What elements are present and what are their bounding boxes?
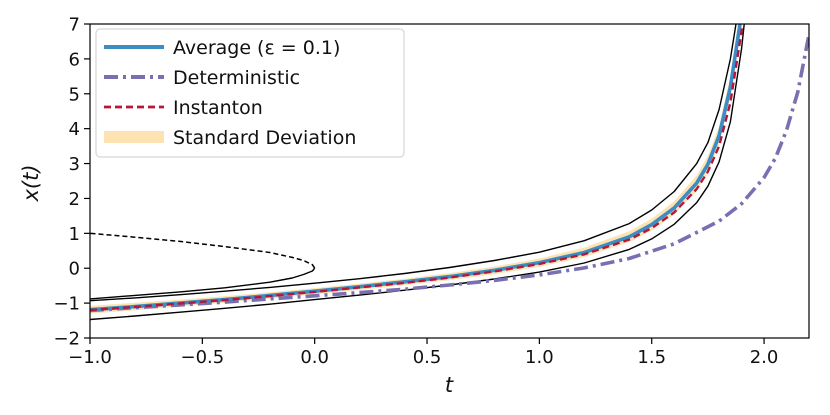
x-tick-label: 0.0 bbox=[300, 347, 329, 368]
series-average-line bbox=[90, 24, 742, 312]
series-lower-envelope-line bbox=[90, 24, 745, 321]
series-solid-branch-line bbox=[90, 267, 316, 300]
y-tick-label: 6 bbox=[69, 49, 80, 70]
x-axis-label: t bbox=[445, 373, 454, 397]
y-axis-label: x(t) bbox=[19, 164, 43, 202]
y-tick-label: 1 bbox=[69, 224, 80, 245]
y-tick-label: −2 bbox=[53, 329, 80, 350]
y-tick-label: −1 bbox=[53, 294, 80, 315]
x-tick-label: 1.5 bbox=[637, 347, 666, 368]
plot-series bbox=[90, 24, 809, 321]
legend-label-instanton: Instanton bbox=[173, 97, 263, 119]
legend-swatch-standard-deviation bbox=[104, 131, 164, 143]
y-tick-label: 5 bbox=[69, 84, 80, 105]
legend-box bbox=[95, 28, 405, 158]
x-axis: −1.0 −0.5 0.0 0.5 1.0 1.5 2.0 bbox=[68, 338, 778, 368]
legend-label-deterministic: Deterministic bbox=[173, 67, 300, 89]
y-axis: −2 −1 0 1 2 3 4 5 6 7 bbox=[53, 15, 90, 350]
series-dashed-branch-line bbox=[90, 232, 316, 269]
x-tick-label: 0.5 bbox=[413, 347, 442, 368]
y-tick-label: 0 bbox=[69, 259, 80, 280]
x-tick-label: 1.0 bbox=[525, 347, 554, 368]
y-tick-label: 3 bbox=[69, 154, 80, 175]
x-tick-label: −1.0 bbox=[68, 347, 112, 368]
x-tick-label: 2.0 bbox=[750, 347, 779, 368]
series-upper-envelope-line bbox=[90, 24, 737, 302]
legend: Average (ε = 0.1) Deterministic Instanton S… bbox=[95, 28, 405, 158]
y-tick-label: 7 bbox=[69, 15, 80, 36]
y-tick-label: 2 bbox=[69, 189, 80, 210]
x-tick-label: −0.5 bbox=[180, 347, 224, 368]
y-tick-label: 4 bbox=[69, 119, 80, 140]
legend-label-standard-deviation: Standard Deviation bbox=[173, 127, 356, 149]
series-instanton-line bbox=[90, 24, 745, 312]
legend-label-average: Average (ε = 0.1) bbox=[173, 37, 340, 59]
plot-frame bbox=[89, 23, 810, 339]
